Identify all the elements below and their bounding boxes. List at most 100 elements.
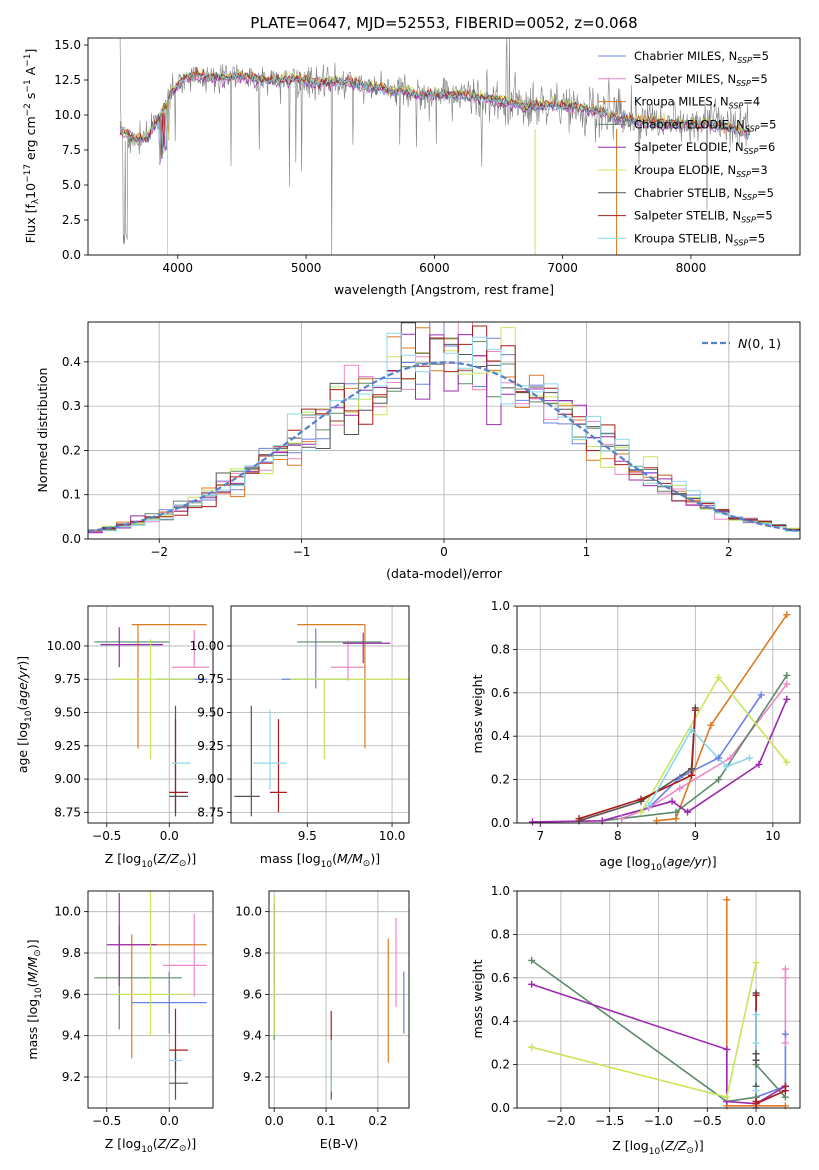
mass-weight-marker <box>781 974 789 982</box>
y-tick-label: 8.75 <box>54 805 81 819</box>
mass-weight-marker <box>691 706 699 714</box>
mass-weight-marker <box>781 1093 789 1101</box>
mass-weight-marker <box>618 815 626 823</box>
x-axis-label: Z [log10(Z/Z⊙)] <box>105 851 196 870</box>
y-tick-label: 9.75 <box>197 672 224 686</box>
y-tick-label: 7.5 <box>62 143 81 157</box>
x-tick-label: 1 <box>583 545 591 559</box>
x-axis-label: wavelength [Angstrom, rest frame] <box>334 282 554 297</box>
mass-weight-marker <box>529 818 537 826</box>
plot-area <box>88 322 800 539</box>
mass-weight-marker <box>637 795 645 803</box>
y-tick-label: 0.6 <box>491 971 510 985</box>
mass-weight-marker <box>755 760 763 768</box>
x-tick-label: 9 <box>692 829 700 843</box>
model-spectrum-line <box>119 74 751 165</box>
x-tick-label: 6000 <box>419 261 450 275</box>
mass-weight-marker <box>752 1087 760 1095</box>
y-axis-label: Flux [fλ10−17 erg cm−2 s−1 A−1] <box>23 49 41 244</box>
mass-weight-marker <box>672 815 680 823</box>
x-tick-label: −0.5 <box>92 829 121 843</box>
mass-weight-line <box>532 698 788 823</box>
panel-7: 0.0 0.1 0.2 9.2 9.4 9.6 9.8 10.0 E(B-V) <box>235 890 410 1151</box>
axes-frame <box>230 605 410 824</box>
y-tick-label: 9.4 <box>62 1029 81 1043</box>
model-spectrum-line <box>120 71 751 163</box>
mass-weight-marker <box>783 680 791 688</box>
x-tick-label: 0.1 <box>316 1114 335 1128</box>
y-tick-label: 0.4 <box>491 729 510 743</box>
y-tick-label: 10.0 <box>54 108 81 122</box>
mass-weight-marker <box>676 784 684 792</box>
mass-weight-marker <box>752 959 760 967</box>
mass-weight-marker <box>781 1082 789 1090</box>
x-tick-label: 8 <box>614 829 622 843</box>
mass-weight-marker <box>752 1039 760 1047</box>
x-tick-label: 0.0 <box>747 1114 766 1128</box>
x-axis-label: age [log10(age/yr)] <box>599 854 716 873</box>
plot-area <box>517 891 800 1108</box>
y-tick-label: 9.2 <box>243 1070 262 1084</box>
plot-area <box>269 891 409 1108</box>
axes-frame <box>87 37 801 256</box>
mass-weight-marker <box>781 1039 789 1047</box>
mass-weight-marker <box>668 797 676 805</box>
mass-weight-line <box>726 899 786 1107</box>
y-tick-label: 0.0 <box>491 816 510 830</box>
mass-weight-line <box>578 710 697 820</box>
mass-weight-marker <box>752 991 760 999</box>
y-tick-label: 5.0 <box>62 178 81 192</box>
y-tick-label: 9.50 <box>54 706 81 720</box>
panel-4: 9.5 10.0 8.75 9.00 9.25 9.50 9.75 10.00 mass [lo… <box>190 605 410 870</box>
x-tick-label: 0.0 <box>160 1114 179 1128</box>
y-tick-label: 9.6 <box>62 987 81 1001</box>
x-tick-label: −0.5 <box>693 1114 722 1128</box>
mass-weight-marker <box>783 758 791 766</box>
x-axis-label: E(B-V) <box>320 1136 359 1151</box>
mass-weight-marker <box>637 808 645 816</box>
legend-label: Kroupa MILES, NSSP=4 <box>634 95 760 111</box>
mass-weight-marker <box>528 956 536 964</box>
normal-curve <box>88 361 800 533</box>
panel-2: −2 −1 0 1 2 0.0 0.1 0.2 0.3 0.4 N(0, 1) (data-model… <box>35 321 801 581</box>
panel-3: −0.5 0.0 8.75 9.00 9.25 9.50 9.75 10.00 Z [log10… <box>15 605 214 870</box>
mass-weight-marker <box>528 1043 536 1051</box>
y-tick-label: 0.2 <box>62 443 81 457</box>
x-tick-label: 0 <box>440 545 448 559</box>
mass-weight-marker <box>781 1030 789 1038</box>
axes-frame <box>268 890 410 1109</box>
mass-weight-line <box>578 707 697 822</box>
x-tick-label: 10.0 <box>379 829 406 843</box>
mass-weight-marker <box>722 763 730 771</box>
mass-weight-marker <box>752 1056 760 1064</box>
panel-1: 4000 5000 6000 7000 8000 0.0 2.5 5.0 7.5 10.0 12.5… <box>23 37 801 297</box>
plot-area <box>88 606 213 823</box>
x-tick-label: −2 <box>150 545 168 559</box>
legend-label: Salpeter MILES, NSSP=5 <box>634 72 768 88</box>
mass-weight-marker <box>723 896 731 904</box>
y-tick-label: 9.6 <box>243 987 262 1001</box>
x-tick-label: 4000 <box>163 261 194 275</box>
y-tick-label: 0.4 <box>491 1014 510 1028</box>
panel-6: −0.5 0.0 9.2 9.4 9.6 9.8 10.0 Z [log10(Z/Z⊙)] ma… <box>25 890 214 1155</box>
y-axis-label: age [log10(age/yr)] <box>15 656 34 773</box>
y-tick-label: 9.25 <box>197 739 224 753</box>
figure-title: PLATE=0647, MJD=52553, FIBERID=0052, z=0… <box>250 14 637 32</box>
y-tick-label: 0.2 <box>491 1058 510 1072</box>
mass-weight-marker <box>707 721 715 729</box>
y-tick-label: 1.0 <box>491 599 510 613</box>
mass-weight-marker <box>687 765 695 773</box>
x-tick-label: −1.5 <box>595 1114 624 1128</box>
legend-label: Kroupa ELODIE, NSSP=3 <box>634 163 768 179</box>
y-axis-label: Normed distribution <box>35 368 50 493</box>
model-spectrum-line <box>119 67 751 145</box>
y-tick-label: 0.0 <box>62 532 81 546</box>
y-tick-label: 9.4 <box>243 1029 262 1043</box>
mass-weight-marker <box>757 691 765 699</box>
mass-weight-marker <box>575 815 583 823</box>
mass-weight-line <box>648 728 750 806</box>
mass-weight-marker <box>723 1093 731 1101</box>
x-tick-label: 0.0 <box>160 829 179 843</box>
mass-weight-marker <box>746 754 754 762</box>
y-tick-label: 0.0 <box>62 248 81 262</box>
